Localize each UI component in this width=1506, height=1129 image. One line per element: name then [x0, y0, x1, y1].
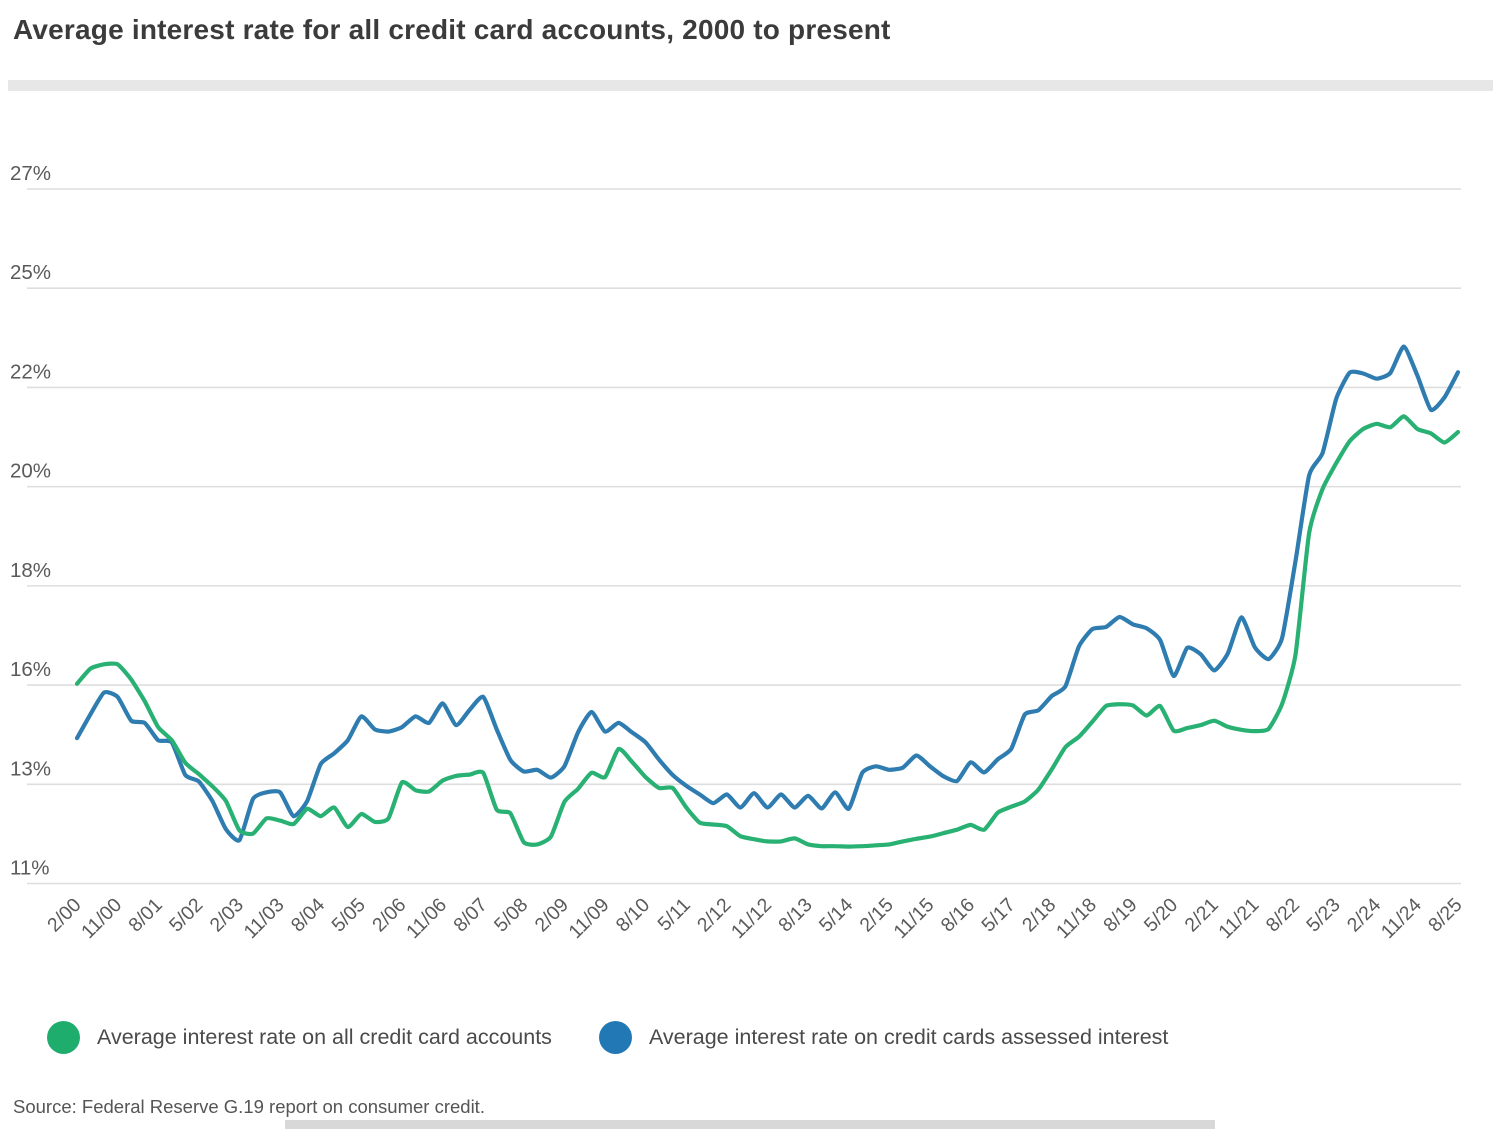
x-axis-tick-label: 11/15 [889, 894, 938, 943]
green-legend-dot-icon [47, 1020, 80, 1054]
x-axis-tick-label: 8/22 [1262, 894, 1304, 936]
y-axis-tick-label: 13% [10, 757, 51, 780]
line-chart: 27%25%22%20%18%16%13%11%2/0011/008/015/0… [10, 162, 1467, 943]
series-line-assessed-interest [74, 344, 1461, 843]
y-axis-tick-label: 27% [10, 162, 51, 185]
y-axis-tick-label: 11% [10, 857, 50, 880]
x-axis-tick-label: 5/14 [815, 894, 858, 937]
title-divider-bar [8, 80, 1493, 91]
x-axis-tick-label: 5/02 [165, 894, 207, 936]
legend-item-assessed-interest: Average interest rate on credit cards as… [598, 1020, 1169, 1054]
x-axis-tick-label: 5/17 [977, 894, 1019, 936]
x-axis-tick-label: 8/10 [612, 894, 655, 937]
x-axis-tick-label: 11/18 [1052, 894, 1101, 943]
x-axis-tick-label: 8/19 [1099, 894, 1141, 936]
chart-title: Average interest rate for all credit car… [13, 14, 891, 45]
y-axis-tick-label: 16% [10, 658, 51, 681]
x-axis-tick-label: 11/06 [402, 894, 451, 943]
x-axis-tick-label: 5/11 [653, 894, 694, 935]
bottom-divider-bar [285, 1120, 1215, 1129]
x-axis-tick-label: 11/12 [727, 894, 776, 943]
y-axis-tick-label: 18% [10, 559, 51, 582]
source-attribution: Source: Federal Reserve G.19 report on c… [13, 1096, 485, 1117]
series-line-all-accounts [74, 414, 1461, 849]
blue-legend-dot-icon [598, 1020, 632, 1054]
legend-label-assessed-interest: Average interest rate on credit cards as… [648, 1024, 1169, 1049]
x-axis-tick-label: 11/00 [77, 894, 126, 943]
x-axis-tick-label: 11/03 [240, 894, 289, 943]
x-axis-tick-label: 8/07 [449, 894, 491, 936]
x-axis-tick-label: 5/23 [1302, 894, 1344, 936]
y-axis-tick-label: 20% [10, 460, 51, 483]
x-axis-tick-label: 11/24 [1377, 894, 1426, 943]
y-axis-tick-label: 25% [10, 261, 51, 284]
x-axis-tick-label: 8/13 [774, 894, 816, 936]
x-axis-tick-label: 8/16 [937, 894, 979, 936]
x-axis-tick-label: 8/04 [287, 894, 330, 937]
x-axis-tick-label: 5/05 [327, 894, 370, 937]
legend-item-all-accounts: Average interest rate on all credit card… [47, 1020, 552, 1054]
x-axis-tick-label: 11/09 [565, 894, 614, 943]
legend-label-all-accounts: Average interest rate on all credit card… [97, 1024, 552, 1049]
x-axis-tick-label: 5/08 [490, 894, 532, 936]
x-axis-tick-label: 8/25 [1424, 894, 1467, 937]
chart-legend: Average interest rate on all credit card… [47, 1016, 1467, 1058]
x-axis-tick-label: 5/20 [1140, 894, 1183, 937]
x-axis-tick-label: 11/21 [1214, 894, 1263, 943]
y-axis-tick-label: 22% [10, 360, 51, 383]
x-axis-tick-label: 8/01 [124, 894, 166, 936]
